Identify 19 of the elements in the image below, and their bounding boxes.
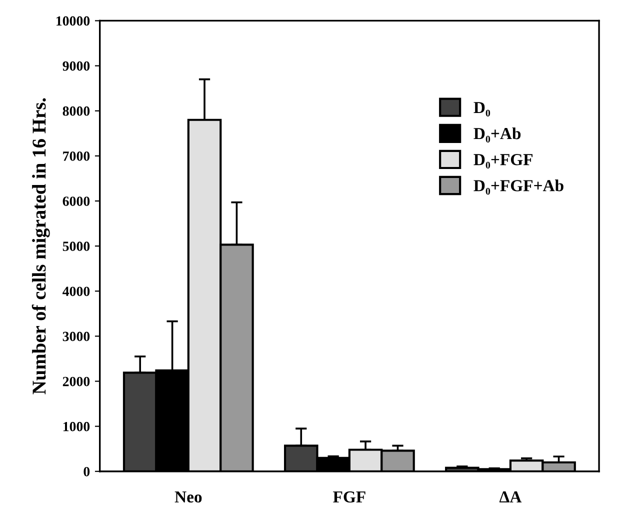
y-tick-label: 5000 — [62, 242, 90, 252]
y-tick-label: 4000 — [62, 286, 90, 296]
y-tick-label: 2000 — [62, 376, 90, 386]
legend-label: D₀+Ab — [474, 127, 521, 143]
y-tick-label: 7000 — [63, 152, 90, 161]
y-tick-label: 6000 — [62, 196, 90, 206]
legend-label: D₀+FGF — [474, 154, 532, 169]
y-tick-label: 1000 — [63, 422, 90, 432]
y-tick-label: 8000 — [62, 106, 90, 116]
legend-label: D₀+FGF+Ab — [474, 180, 564, 195]
x-tick-label: ΔA — [499, 491, 522, 502]
y-tick-label: 0 — [84, 466, 90, 476]
x-tick-label: Neo — [174, 491, 202, 503]
x-tick-label: FGF — [333, 491, 366, 503]
y-tick-label: 3000 — [62, 332, 90, 342]
y-axis-title: Number of cells migrated in 16 Hrs. — [32, 98, 50, 394]
y-tick-label: 9000 — [62, 61, 90, 71]
legend-label: D₀ — [474, 102, 490, 116]
y-tick-label: 10000 — [56, 16, 90, 26]
